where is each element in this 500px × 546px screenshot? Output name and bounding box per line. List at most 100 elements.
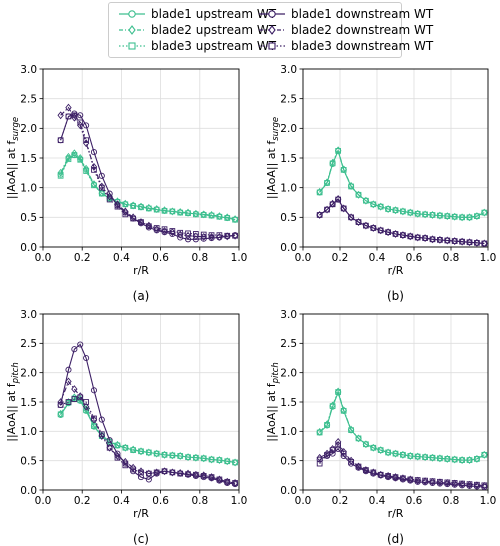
- y-tick-label: 3.0: [20, 309, 37, 321]
- data-point: [466, 456, 473, 464]
- series-line: [60, 380, 236, 484]
- data-point: [65, 103, 72, 112]
- data-point: [114, 442, 121, 449]
- data-point: [83, 137, 89, 144]
- y-tick-label: 3.0: [20, 64, 37, 76]
- data-point: [169, 452, 176, 459]
- panel-label: (d): [387, 532, 404, 546]
- data-point: [316, 189, 323, 196]
- x-tick-label: 0.8: [443, 495, 460, 507]
- data-point: [444, 236, 451, 245]
- data-point: [90, 149, 98, 156]
- legend-label-blade2-upstream: blade2 upstream WT: [151, 23, 277, 37]
- data-point: [130, 447, 137, 453]
- data-point: [114, 203, 121, 210]
- data-point: [57, 402, 64, 408]
- data-point: [83, 168, 89, 174]
- data-point: [91, 167, 97, 173]
- x-tick-label: 0.8: [191, 252, 208, 264]
- data-point: [91, 182, 97, 189]
- data-point: [184, 453, 192, 462]
- data-point: [82, 139, 90, 148]
- data-point: [392, 474, 399, 480]
- data-point: [414, 452, 421, 461]
- data-point: [348, 214, 354, 221]
- data-point: [451, 237, 458, 245]
- data-point: [169, 469, 176, 476]
- data-point: [429, 453, 436, 462]
- data-point: [459, 457, 465, 463]
- data-point: [347, 213, 355, 222]
- data-point: [169, 230, 176, 237]
- data-point: [437, 237, 443, 243]
- data-point: [384, 472, 392, 480]
- series-line: [319, 148, 485, 218]
- data-point: [407, 476, 414, 483]
- data-point: [363, 197, 369, 204]
- data-point: [122, 462, 129, 469]
- data-point: [481, 209, 488, 216]
- data-point: [106, 444, 113, 451]
- data-point: [370, 469, 377, 476]
- data-point: [200, 455, 207, 462]
- data-point: [400, 232, 406, 238]
- data-point: [377, 471, 384, 478]
- data-point: [481, 239, 488, 248]
- data-point: [329, 160, 336, 167]
- y-tick-label: 1.5: [20, 397, 37, 409]
- data-point: [355, 434, 362, 443]
- data-point: [208, 455, 215, 464]
- data-point: [324, 180, 330, 186]
- y-tick-label: 0.0: [20, 242, 37, 254]
- data-point: [77, 394, 84, 401]
- data-point: [474, 213, 480, 219]
- y-tick-label: 0.5: [20, 212, 37, 224]
- data-point: [481, 209, 488, 216]
- legend-swatch-blade1-upstream: [119, 10, 145, 18]
- data-point: [370, 225, 377, 231]
- series-line: [60, 154, 236, 221]
- y-tick-label: 2.5: [20, 93, 37, 105]
- data-point: [185, 230, 191, 237]
- data-point: [208, 473, 215, 482]
- y-axis-label-main: ||AoA|| at f: [5, 382, 18, 441]
- y-axis-label-main: ||AoA|| at f: [265, 140, 278, 199]
- data-point: [466, 481, 473, 487]
- data-point: [106, 437, 113, 444]
- data-point: [370, 224, 377, 232]
- data-point: [169, 207, 176, 216]
- data-point: [407, 208, 414, 217]
- data-point: [340, 167, 347, 173]
- data-point: [65, 399, 72, 405]
- panel-a: 0.0 0.2 0.4 0.6 0.8 1.0 0.0 0.5 1.0 1.5 2.0 2.5 3.0 r…: [5, 64, 247, 303]
- data-point: [90, 387, 98, 394]
- data-point: [377, 202, 384, 211]
- legend-item-blade3-upstream: blade3 upstream WT: [119, 38, 276, 54]
- data-point: [231, 458, 239, 467]
- data-point: [98, 431, 105, 438]
- y-axis-label-sub: surge: [11, 117, 21, 141]
- data-point: [436, 211, 444, 220]
- data-point: [451, 212, 458, 221]
- data-point: [429, 211, 436, 219]
- data-point: [458, 480, 466, 489]
- x-axis-label: r/R: [388, 507, 404, 520]
- data-point: [122, 211, 129, 218]
- data-point: [437, 478, 443, 485]
- data-point: [193, 231, 199, 237]
- y-tick-label: 3.0: [280, 309, 297, 321]
- data-point: [329, 201, 336, 208]
- data-point: [324, 422, 330, 428]
- data-point: [161, 468, 168, 475]
- data-point: [185, 210, 191, 217]
- data-point: [106, 443, 113, 452]
- data-point: [138, 469, 144, 476]
- series-b1d: [57, 110, 239, 243]
- data-point: [407, 452, 414, 460]
- panel-label: (c): [133, 532, 149, 546]
- data-point: [232, 459, 238, 466]
- data-point: [145, 223, 152, 230]
- data-point: [71, 113, 78, 122]
- data-point: [370, 201, 377, 208]
- data-point: [481, 450, 488, 459]
